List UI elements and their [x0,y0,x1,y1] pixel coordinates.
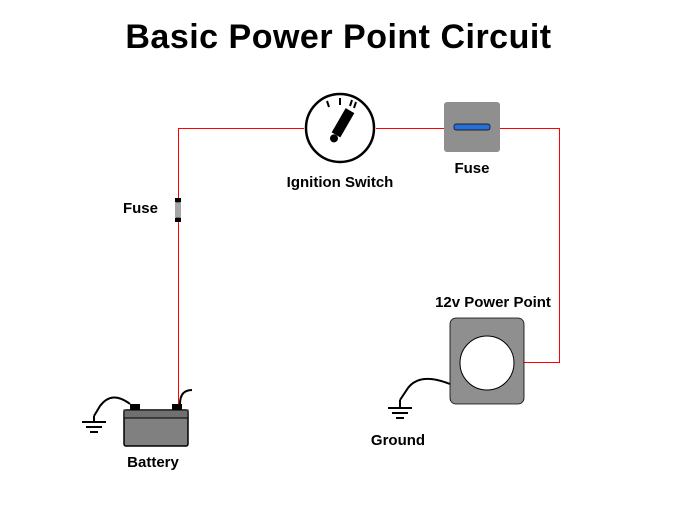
power-point [450,318,524,404]
fuse-left-label: Fuse [108,200,158,217]
ground-wire-powerpoint [380,378,452,426]
battery-label: Battery [118,454,188,471]
wire-battery-to-fuse [178,222,179,404]
diagram-title: Basic Power Point Circuit [125,18,551,57]
ignition-switch [304,92,376,164]
wire-right-down [559,128,560,362]
power-point-label: 12v Power Point [428,294,558,311]
wire-top-right [500,128,560,129]
ignition-switch-label: Ignition Switch [275,174,405,191]
battery-pos-lead [164,388,194,408]
fuse-right-label: Fuse [448,160,496,177]
wire-top-mid [376,128,444,129]
ground-label: Ground [358,432,438,449]
inline-fuse [172,198,184,222]
wire-to-powerpoint [523,362,560,363]
battery-ground [76,392,132,442]
fuse-box [444,102,500,152]
wire-fuse-to-corner [178,128,179,198]
wire-top-left [178,128,304,129]
